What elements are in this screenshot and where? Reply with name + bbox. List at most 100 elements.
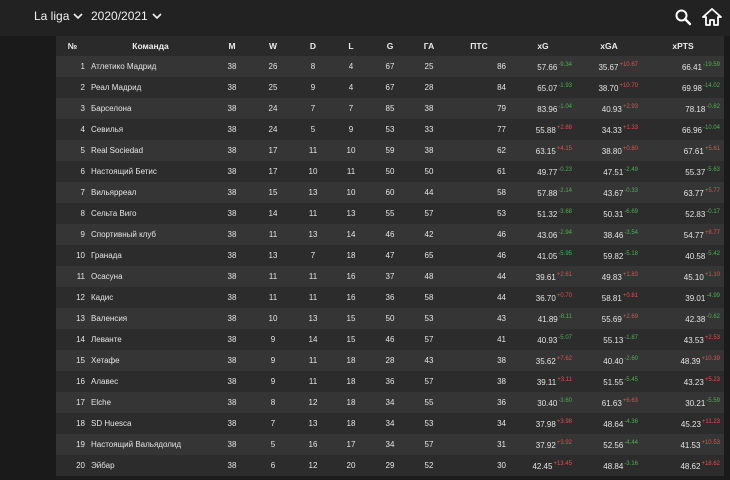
cell-xpts: 45.23+11.23 bbox=[642, 413, 724, 434]
cell-pos: 11 bbox=[76, 272, 85, 281]
cell-points: 46 bbox=[497, 251, 506, 260]
cell-g: 18 bbox=[346, 377, 356, 386]
table-row[interactable]: 8 Сельта Виго 38 14 11 13 55 57 53 51.32-3.68 50.3… bbox=[56, 203, 724, 224]
table-row[interactable]: 17 Elche 38 8 12 18 34 55 36 30.40-3.60 61.63+6.63… bbox=[56, 392, 724, 413]
cell-xga: 55.13-1.87 bbox=[576, 329, 642, 350]
cell-pts: 57 bbox=[424, 440, 434, 449]
header-l[interactable]: L bbox=[348, 41, 354, 51]
table-row[interactable]: 2 Реал Мадрид 38 25 9 4 67 28 84 65.07-1.93 38.70+… bbox=[56, 77, 724, 98]
cell-xg-value: 35.62 bbox=[535, 356, 556, 366]
cell-xg-diff: +2.88 bbox=[556, 124, 572, 131]
cell-xpts-value: 41.53 bbox=[680, 440, 701, 450]
cell-xg-diff: +3.11 bbox=[557, 376, 572, 383]
cell-pts: 53 bbox=[424, 419, 434, 428]
cell-xga: 40.93+2.93 bbox=[576, 98, 642, 119]
cell-xga-diff: +10.70 bbox=[619, 82, 638, 89]
cell-pos: 4 bbox=[80, 125, 85, 134]
table-row[interactable]: 9 Спортивный клуб 38 11 13 14 46 42 46 43.06-2.94… bbox=[56, 224, 724, 245]
cell-ga: 67 bbox=[385, 62, 395, 71]
cell-pos: 14 bbox=[76, 335, 85, 344]
table-row[interactable]: 4 Севилья 38 24 5 9 53 33 77 55.88+2.88 34.33+1.33… bbox=[56, 119, 724, 140]
cell-g: 13 bbox=[346, 209, 356, 218]
league-select[interactable]: La liga bbox=[34, 9, 83, 23]
home-icon[interactable] bbox=[702, 8, 722, 26]
cell-xg-value: 30.40 bbox=[537, 398, 558, 408]
cell-ga: 29 bbox=[385, 461, 395, 470]
cell-xg: 41.89-8.11 bbox=[510, 308, 576, 329]
table-row[interactable]: 14 Леванте 38 9 14 15 46 57 41 40.93-5.07 55.13-1.… bbox=[56, 329, 724, 350]
cell-xpts-diff: +10.53 bbox=[701, 439, 720, 446]
header-team[interactable]: Команда bbox=[132, 41, 169, 51]
table-row[interactable]: 11 Осасуна 38 11 11 16 37 48 44 39.61+2.61 49.83+1… bbox=[56, 266, 724, 287]
cell-w: 38 bbox=[227, 62, 237, 71]
table-row[interactable]: 1 Атлетико Мадрид 38 26 8 4 67 25 86 57.66-9.34 35… bbox=[56, 56, 724, 77]
cell-ga: 36 bbox=[385, 377, 395, 386]
cell-xg-diff: -2.14 bbox=[558, 187, 572, 194]
cell-g: 15 bbox=[346, 335, 356, 344]
cell-xga: 55.69+2.69 bbox=[576, 308, 642, 329]
cell-l: 8 bbox=[310, 62, 316, 71]
cell-g: 4 bbox=[348, 83, 354, 92]
header-xga[interactable]: xGA bbox=[600, 41, 618, 51]
table-row[interactable]: 3 Барселона 38 24 7 7 85 38 79 83.96-1.04 40.93+2.… bbox=[56, 98, 724, 119]
cell-team: Атлетико Мадрид bbox=[91, 62, 157, 71]
cell-xpts-value: 43.53 bbox=[683, 335, 704, 345]
cell-pts: 38 bbox=[424, 146, 434, 155]
cell-xg-value: 51.32 bbox=[537, 209, 558, 219]
header-m[interactable]: M bbox=[228, 41, 236, 51]
table-row[interactable]: 13 Валенсия 38 10 13 15 50 53 43 41.89-8.11 55.69+… bbox=[56, 308, 724, 329]
header-ga[interactable]: ГА bbox=[423, 41, 435, 51]
cell-xga-value: 34.33 bbox=[601, 125, 622, 135]
table-row[interactable]: 19 Настоящий Вальядолид 38 5 16 17 34 57 31 37.92… bbox=[56, 434, 724, 455]
table-row[interactable]: 15 Хетафе 38 9 11 18 28 43 38 35.62+7.62 40.40-2.6… bbox=[56, 350, 724, 371]
header-xg[interactable]: xG bbox=[537, 41, 549, 51]
search-icon[interactable] bbox=[674, 8, 692, 26]
table-row[interactable]: 12 Кадис 38 11 11 16 36 58 44 36.70+0.70 58.81+0.8… bbox=[56, 287, 724, 308]
cell-xg-diff: -1.93 bbox=[558, 82, 572, 89]
cell-xga: 40.40-2.60 bbox=[576, 350, 642, 371]
cell-points: 34 bbox=[497, 419, 506, 428]
header-pts[interactable]: ПТС bbox=[470, 41, 488, 51]
cell-xg: 36.70+0.70 bbox=[510, 287, 576, 308]
cell-xga-value: 55.69 bbox=[601, 314, 622, 324]
cell-d: 17 bbox=[268, 146, 278, 155]
cell-xpts: 66.96-10.04 bbox=[642, 119, 724, 140]
season-select[interactable]: 2020/2021 bbox=[91, 9, 162, 23]
cell-xg: 42.45+13.45 bbox=[510, 455, 576, 476]
cell-xga: 52.56-4.44 bbox=[576, 434, 642, 455]
cell-xpts-value: 45.23 bbox=[680, 419, 701, 429]
cell-xga: 58.81+0.81 bbox=[576, 287, 642, 308]
table-row[interactable]: 5 Real Sociedad 38 17 11 10 59 38 62 63.15+4.15 38… bbox=[56, 140, 724, 161]
table-row[interactable]: 18 SD Huesca 38 7 13 18 34 53 34 37.98+3.98 48.64-… bbox=[56, 413, 724, 434]
cell-xg: 57.66-9.34 bbox=[510, 56, 576, 77]
header-g[interactable]: G bbox=[386, 41, 394, 51]
cell-xga-value: 59.82 bbox=[603, 251, 624, 261]
cell-xga-value: 49.83 bbox=[601, 272, 622, 282]
cell-xpts-value: 78.18 bbox=[685, 104, 706, 114]
cell-g: 9 bbox=[348, 125, 354, 134]
header-pos[interactable]: № bbox=[67, 41, 78, 51]
cell-points: 38 bbox=[497, 377, 506, 386]
cell-xpts-diff: +10.39 bbox=[701, 355, 720, 362]
cell-xg-value: 83.96 bbox=[537, 104, 558, 114]
cell-xga-diff: -0.33 bbox=[624, 187, 638, 194]
cell-xg-diff: -5.95 bbox=[558, 250, 572, 257]
cell-g: 20 bbox=[346, 461, 356, 470]
cell-xpts-value: 42.38 bbox=[685, 314, 706, 324]
header-xpts[interactable]: xPTS bbox=[672, 41, 694, 51]
table-row[interactable]: 7 Вильярреал 38 15 13 10 60 44 58 57.88-2.14 43.67… bbox=[56, 182, 724, 203]
table-row[interactable]: 6 Настоящий Бетис 38 17 10 11 50 50 61 49.77-0.23… bbox=[56, 161, 724, 182]
cell-xg-value: 40.93 bbox=[537, 335, 558, 345]
cell-xga-diff: +6.63 bbox=[622, 397, 638, 404]
cell-ga: 67 bbox=[385, 83, 395, 92]
cell-xga-diff: -6.69 bbox=[624, 208, 638, 215]
table-row[interactable]: 16 Алавес 38 9 11 18 36 57 38 39.11+3.11 51.55-5.4… bbox=[56, 371, 724, 392]
cell-ga: 34 bbox=[385, 398, 395, 407]
table-row[interactable]: 20 Эйбар 38 6 12 20 29 52 30 42.45+13.45 48.84-3.1… bbox=[56, 455, 724, 476]
header-w[interactable]: W bbox=[268, 41, 278, 51]
header-d[interactable]: D bbox=[309, 41, 317, 51]
cell-xga: 38.46-3.54 bbox=[576, 224, 642, 245]
cell-xg: 35.62+7.62 bbox=[510, 350, 576, 371]
cell-pts: 57 bbox=[424, 209, 434, 218]
table-row[interactable]: 10 Гранада 38 13 7 18 47 65 46 41.05-5.95 59.82-5.… bbox=[56, 245, 724, 266]
